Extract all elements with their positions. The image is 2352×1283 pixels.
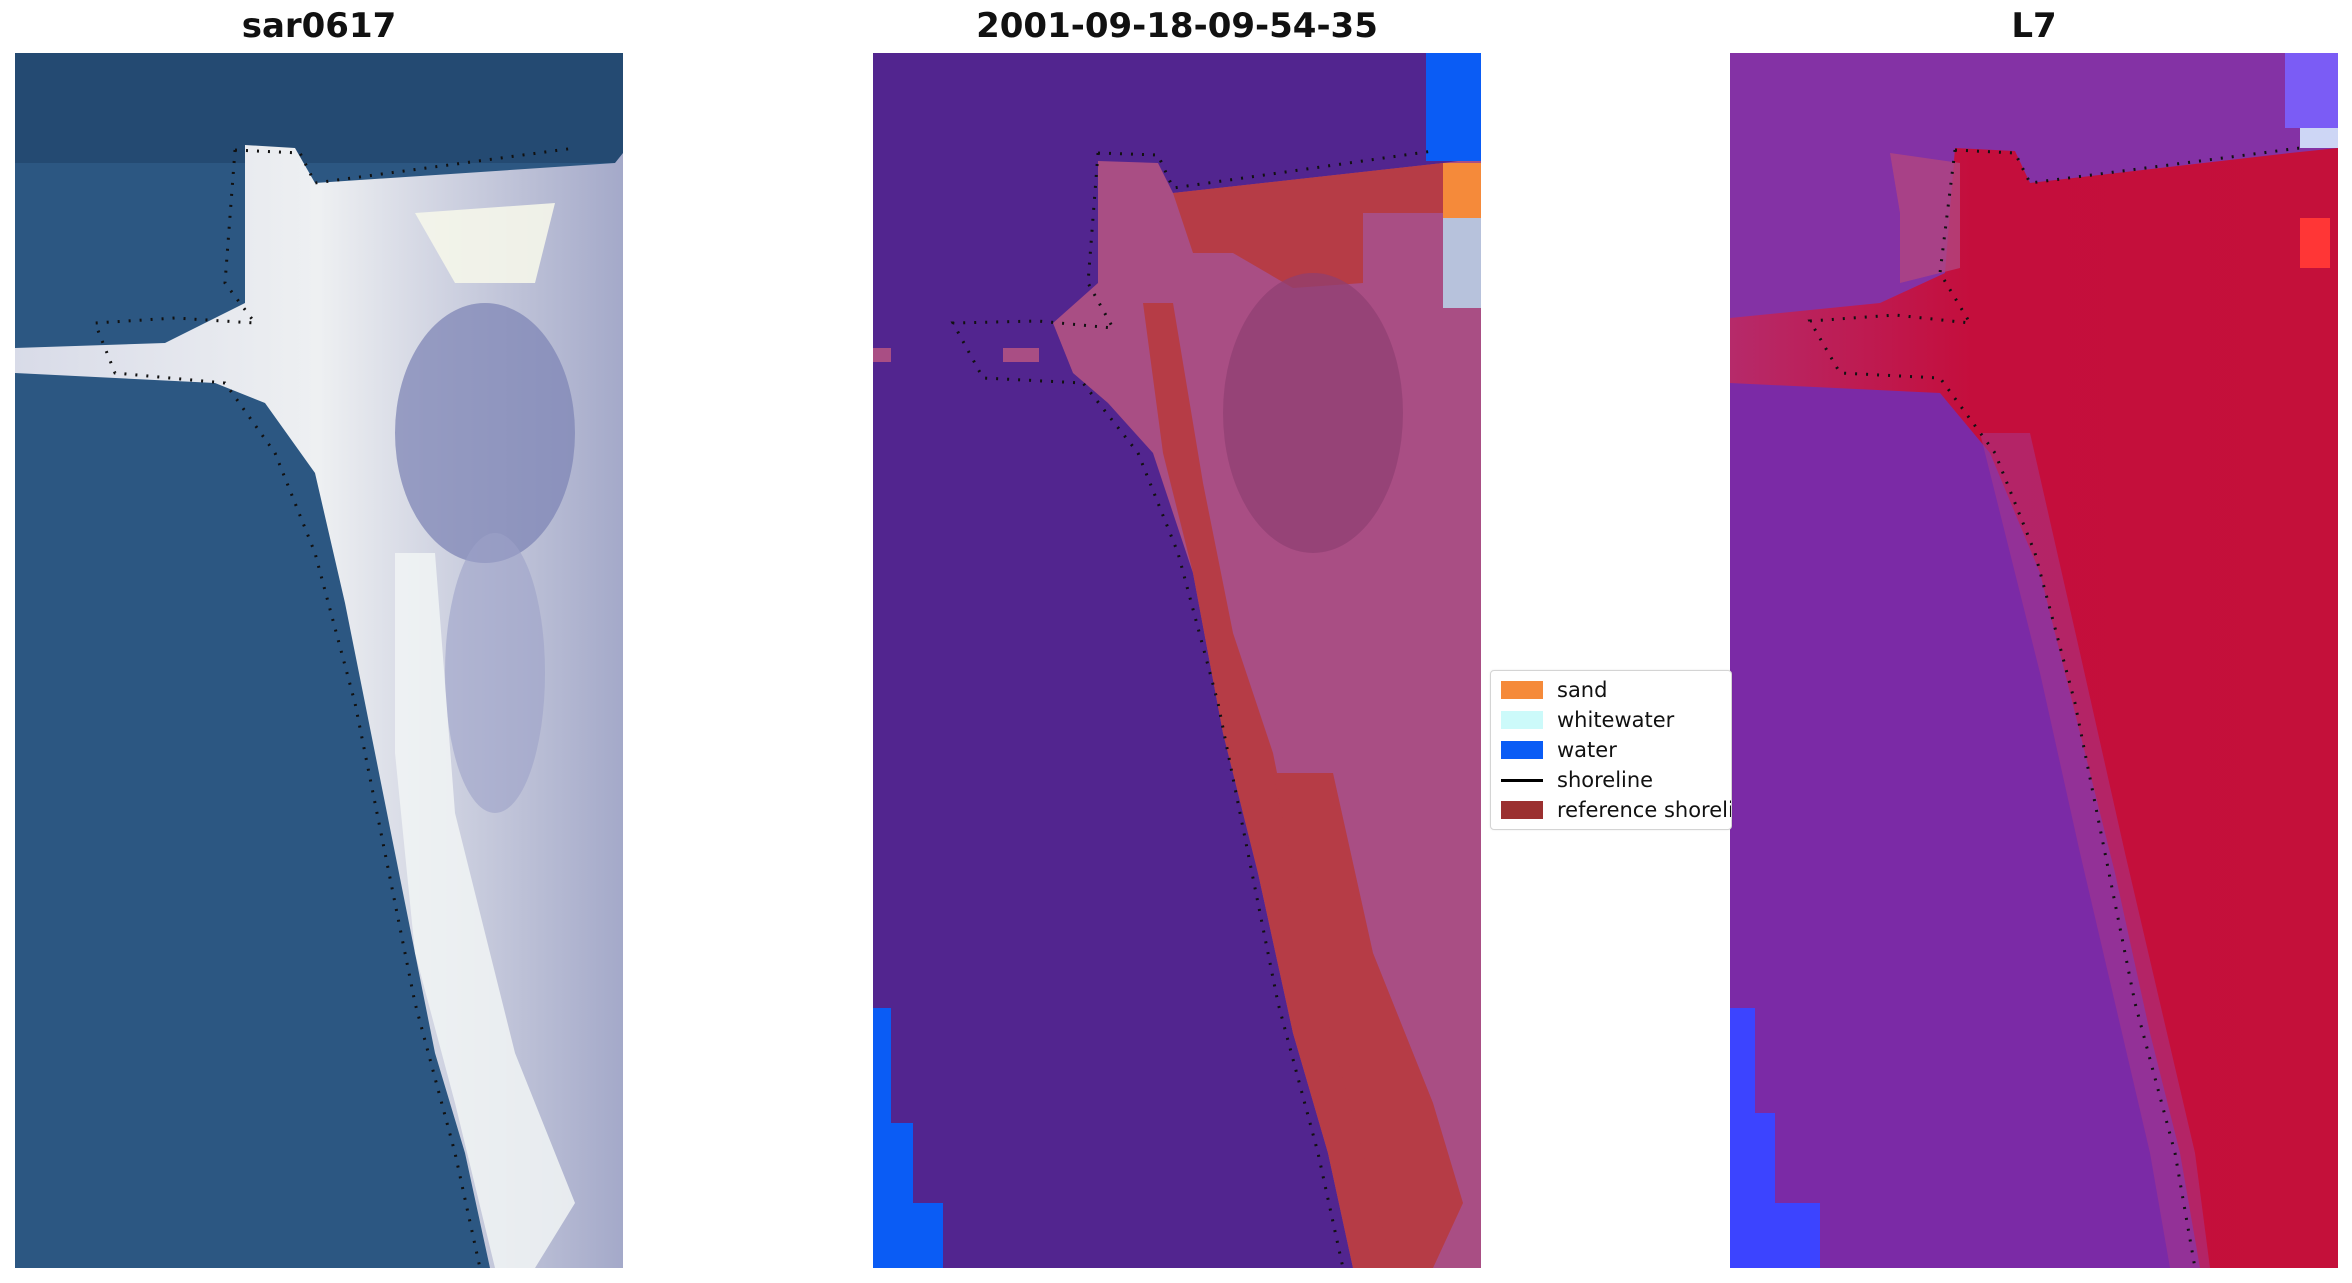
panel-title-rgb: sar0617 (241, 6, 397, 46)
panel-title-l7: L7 (2011, 6, 2057, 46)
water-patch (1426, 53, 1481, 161)
whitewater-swatch (1501, 711, 1543, 729)
water-patch-lower (873, 1008, 943, 1268)
shoreline-swatch (1501, 779, 1543, 782)
shoreline-line (950, 149, 1434, 1268)
legend-label: shoreline (1557, 768, 1654, 792)
panel-title-classification: 2001-09-18-09-54-35 (976, 6, 1378, 46)
classification-image (873, 53, 1481, 1268)
l7-panel (1730, 53, 2338, 1268)
sand-swatch (1501, 681, 1543, 699)
rgb-image (15, 53, 623, 1268)
sand-patch (1443, 163, 1481, 218)
whitewater-patch (1443, 218, 1481, 308)
legend-label: reference shoreline (1557, 798, 1731, 822)
legend-label: whitewater (1557, 708, 1675, 732)
reference-shoreline-swatch (1501, 801, 1543, 819)
legend-label: sand (1557, 678, 1608, 702)
water-patch-lower (1730, 1008, 1820, 1268)
l7-image (1730, 53, 2338, 1268)
shoreline-line (92, 146, 576, 1268)
rgb-image-panel (15, 53, 623, 1268)
water-swatch (1501, 741, 1543, 759)
legend: sand whitewater water shoreline referenc… (1490, 670, 1732, 830)
classification-panel (873, 53, 1481, 1268)
legend-label: water (1557, 738, 1617, 762)
